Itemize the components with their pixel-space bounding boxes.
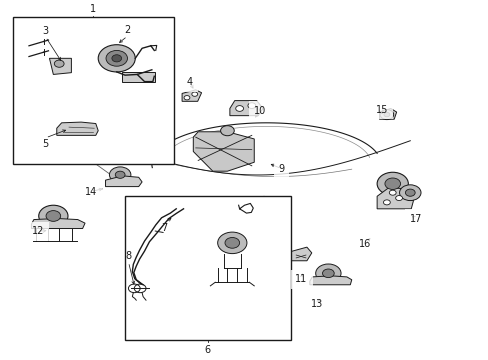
- Text: 14: 14: [84, 186, 97, 197]
- Polygon shape: [182, 90, 201, 101]
- Text: 3: 3: [42, 26, 48, 36]
- Text: 1: 1: [90, 4, 96, 14]
- Circle shape: [109, 167, 131, 183]
- Circle shape: [183, 96, 189, 100]
- Circle shape: [106, 50, 127, 66]
- Circle shape: [405, 189, 414, 196]
- Circle shape: [112, 55, 122, 62]
- Polygon shape: [229, 100, 263, 116]
- Circle shape: [315, 264, 340, 283]
- Text: 8: 8: [125, 251, 131, 261]
- Text: 17: 17: [409, 214, 422, 224]
- Polygon shape: [31, 219, 85, 229]
- Circle shape: [235, 105, 243, 111]
- Circle shape: [220, 126, 234, 136]
- Circle shape: [98, 45, 135, 72]
- Text: 16: 16: [359, 239, 371, 249]
- Circle shape: [384, 178, 400, 189]
- Bar: [125, 196, 290, 339]
- Text: 4: 4: [186, 77, 193, 87]
- Text: 6: 6: [204, 345, 210, 355]
- Text: 9: 9: [278, 164, 284, 174]
- Circle shape: [115, 171, 125, 178]
- FancyBboxPatch shape: [122, 72, 155, 82]
- Polygon shape: [379, 108, 396, 119]
- Circle shape: [54, 60, 64, 67]
- Circle shape: [247, 103, 255, 108]
- Polygon shape: [49, 58, 71, 75]
- Text: 15: 15: [375, 104, 387, 114]
- Circle shape: [376, 172, 407, 195]
- Text: 12: 12: [32, 226, 44, 237]
- Text: 2: 2: [124, 25, 130, 35]
- Text: 11: 11: [295, 274, 307, 284]
- Polygon shape: [309, 276, 351, 285]
- Circle shape: [39, 205, 68, 227]
- Polygon shape: [376, 187, 413, 209]
- Circle shape: [395, 195, 402, 201]
- Text: 7: 7: [161, 223, 167, 233]
- Circle shape: [379, 109, 393, 120]
- Circle shape: [399, 185, 420, 201]
- Text: 13: 13: [310, 300, 322, 310]
- Bar: [13, 17, 173, 164]
- Circle shape: [383, 200, 389, 205]
- Text: 5: 5: [42, 139, 49, 149]
- Polygon shape: [289, 247, 311, 261]
- Circle shape: [46, 211, 61, 221]
- Circle shape: [322, 269, 333, 278]
- Polygon shape: [57, 122, 98, 135]
- Polygon shape: [193, 132, 254, 171]
- Circle shape: [224, 238, 239, 248]
- Polygon shape: [105, 176, 142, 186]
- Circle shape: [217, 232, 246, 253]
- Circle shape: [388, 190, 395, 195]
- Text: 10: 10: [253, 106, 265, 116]
- Circle shape: [383, 112, 389, 117]
- Circle shape: [191, 92, 197, 96]
